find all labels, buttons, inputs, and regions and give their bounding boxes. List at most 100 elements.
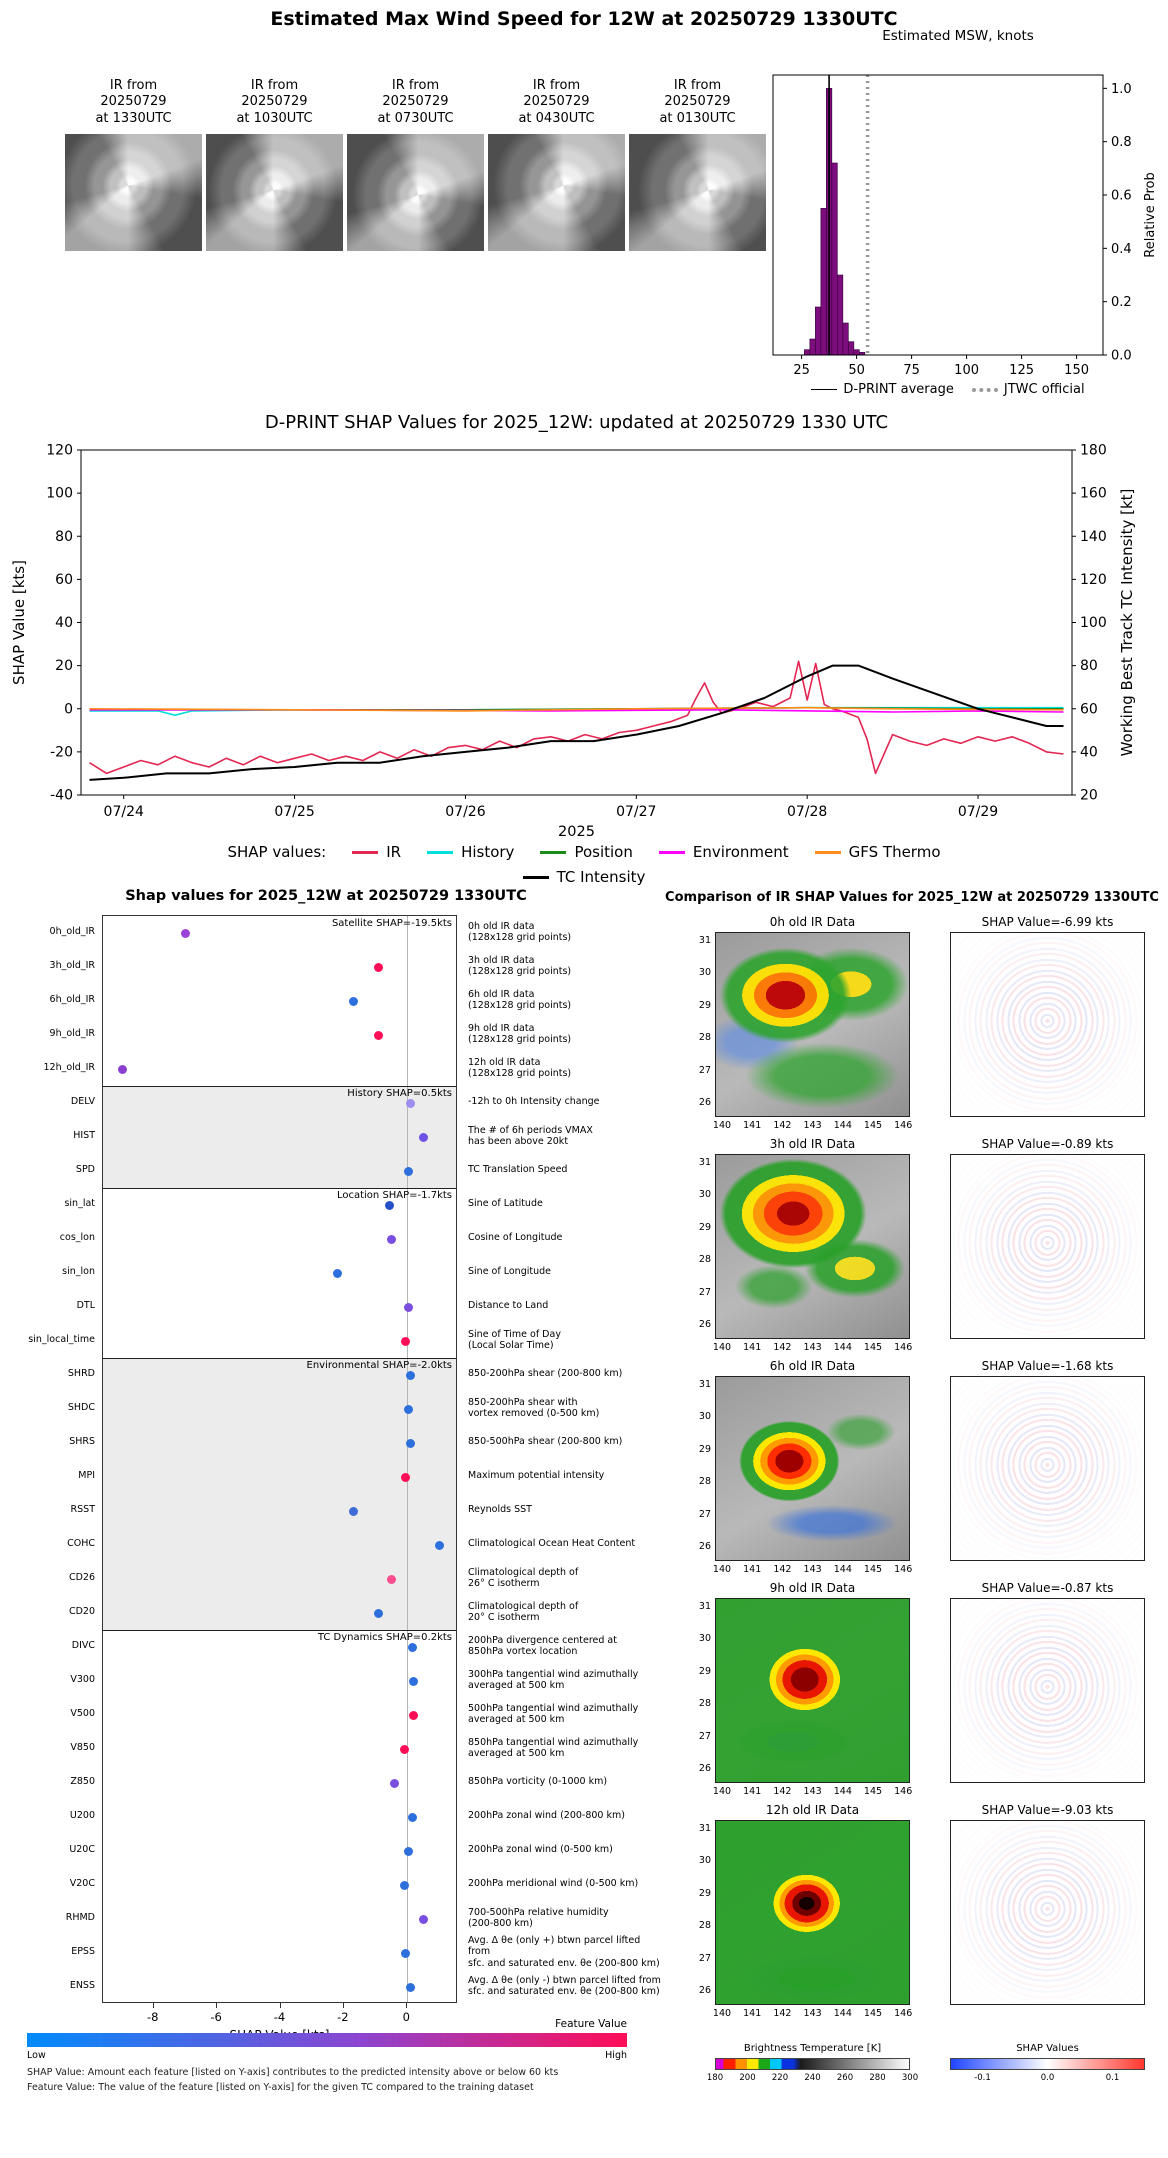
feature-label: SHRD bbox=[67, 1368, 95, 1379]
x-tick-label: 25 bbox=[793, 363, 810, 378]
shap-dot bbox=[401, 1948, 411, 1958]
left-y-tick-label: 100 bbox=[46, 486, 73, 502]
line-swatch bbox=[427, 850, 454, 854]
feature-value-colorbar bbox=[27, 2033, 627, 2047]
ir-thumbnail: IR from 20250729 at 0730UTC bbox=[347, 78, 484, 251]
x-tick-mark bbox=[279, 2003, 281, 2008]
feature-description: 850-200hPa shear (200-800 km) bbox=[468, 1368, 623, 1380]
right-y-tick-label: 20 bbox=[1080, 788, 1098, 804]
feature-description: Avg. Δ θe (only +) btwn parcel lifted fr… bbox=[468, 1934, 660, 1969]
feature-description: 12h old IR data (128x128 grid points) bbox=[468, 1056, 572, 1079]
shap-colorbar-label: SHAP Values bbox=[1016, 2043, 1079, 2054]
x-tick-label: 75 bbox=[903, 363, 920, 378]
left-y-tick-label: -20 bbox=[50, 744, 73, 760]
x-tick-label: 07/27 bbox=[616, 804, 656, 820]
group-header: Satellite SHAP=-19.5kts bbox=[331, 918, 452, 929]
shap-dot bbox=[406, 1370, 415, 1380]
feature-description: 500hPa tangential wind azimuthally avera… bbox=[468, 1702, 639, 1725]
feature-label: V850 bbox=[70, 1742, 95, 1753]
legend-label: Environment bbox=[692, 843, 789, 861]
x-tick-mark bbox=[406, 2003, 408, 2008]
lon-tick-label: 140 bbox=[712, 2008, 732, 2019]
ir-color-image bbox=[715, 1154, 910, 1339]
ir-thumbnail: IR from 20250729 at 0130UTC bbox=[629, 78, 766, 251]
shap-spatial-map bbox=[950, 1376, 1145, 1561]
shap-dot bbox=[386, 1234, 396, 1244]
page-title: Estimated Max Wind Speed for 12W at 2025… bbox=[270, 8, 898, 30]
group-shade bbox=[103, 1358, 456, 1630]
lon-tick-label: 146 bbox=[894, 1120, 913, 1131]
bt-colorbar-tick: 240 bbox=[804, 2073, 821, 2083]
legend-item-jtwc-official: JTWC official bbox=[971, 382, 1085, 397]
zero-gridline bbox=[407, 916, 409, 2002]
lat-tick-label: 28 bbox=[698, 1476, 711, 1488]
histogram-bar bbox=[815, 306, 822, 356]
x-tick-label: 125 bbox=[1009, 363, 1034, 378]
x-tick-label: 50 bbox=[848, 363, 865, 378]
line-swatch bbox=[540, 850, 567, 854]
legend-label: IR bbox=[386, 843, 402, 861]
group-header: TC Dynamics SHAP=0.2kts bbox=[317, 1632, 452, 1643]
right-y-tick-label: 60 bbox=[1080, 701, 1098, 717]
shap-spatial-map bbox=[950, 1154, 1145, 1339]
shap-dot bbox=[407, 1642, 417, 1652]
footnote: Feature Value: The value of the feature … bbox=[27, 2082, 534, 2093]
feature-description: Cosine of Longitude bbox=[468, 1232, 563, 1244]
feature-label: COHC bbox=[67, 1538, 95, 1549]
histogram-bar bbox=[853, 349, 860, 356]
feature-description: Sine of Time of Day (Local Solar Time) bbox=[468, 1328, 561, 1351]
lat-tick-label: 31 bbox=[698, 935, 711, 946]
y-tick-label: 0.4 bbox=[1111, 242, 1132, 257]
group-header: Location SHAP=-1.7kts bbox=[336, 1190, 452, 1201]
lon-tick-label: 144 bbox=[833, 1564, 852, 1575]
shap-spatial-map bbox=[950, 1820, 1145, 2005]
lat-tick-label: 27 bbox=[698, 1064, 711, 1076]
lat-tick-label: 26 bbox=[698, 1985, 711, 1996]
legend-label: JTWC official bbox=[1003, 382, 1085, 397]
line-swatch bbox=[814, 850, 841, 854]
shap-dot bbox=[404, 1404, 414, 1414]
ir-thumbnail: IR from 20250729 at 1330UTC bbox=[65, 78, 202, 251]
y-tick-label: 0.6 bbox=[1111, 189, 1132, 204]
shap-dot bbox=[117, 1064, 127, 1074]
lat-tick-label: 29 bbox=[698, 1665, 711, 1677]
lon-tick-label: 145 bbox=[863, 1120, 883, 1131]
lon-tick-label: 143 bbox=[803, 1120, 822, 1131]
shap-dot bbox=[401, 1472, 411, 1482]
ir-satellite-image bbox=[488, 133, 625, 251]
histogram-ylabel: Relative Prob bbox=[1143, 172, 1158, 257]
x-tick-label: -4 bbox=[273, 2010, 286, 2024]
footnote: SHAP Value: Amount each feature [listed … bbox=[27, 2067, 559, 2078]
shap-dot bbox=[404, 1846, 414, 1856]
lon-tick-label: 144 bbox=[833, 1786, 852, 1797]
feature-label: ENSS bbox=[69, 1980, 95, 1991]
feature-label: DIVC bbox=[71, 1640, 95, 1651]
ir-color-image bbox=[715, 1598, 910, 1783]
histogram-bar bbox=[820, 208, 827, 356]
ir-shap-comparison: 0h old IR Data SHAP Value=-6.99 kts 31 30 29… bbox=[0, 915, 1168, 2158]
feature-description: 200hPa zonal wind (0-500 km) bbox=[468, 1844, 613, 1856]
lat-tick-label: 27 bbox=[698, 1730, 711, 1742]
y-tick-label: 0.2 bbox=[1111, 295, 1132, 310]
lon-tick-label: 140 bbox=[712, 1120, 732, 1131]
x-axis-label: 2025 bbox=[558, 824, 595, 840]
line-swatch bbox=[352, 850, 379, 854]
feature-label: U20C bbox=[69, 1844, 95, 1855]
shap-value-title: SHAP Value=-0.87 kts bbox=[981, 1581, 1114, 1595]
feature-label: SHDC bbox=[67, 1402, 95, 1413]
ir-thumbnail: IR from 20250729 at 0430UTC bbox=[488, 78, 625, 251]
feature-label: sin_lat bbox=[64, 1198, 95, 1209]
shap-dot bbox=[374, 1608, 384, 1618]
lon-tick-label: 145 bbox=[863, 1564, 883, 1575]
lon-tick-label: 146 bbox=[894, 1342, 913, 1353]
bt-colorbar-tick: 300 bbox=[901, 2073, 919, 2083]
shap-dot bbox=[385, 1200, 395, 1210]
feature-description: Reynolds SST bbox=[468, 1504, 532, 1516]
ir-thumbnail-caption: IR from 20250729 at 0730UTC bbox=[377, 78, 454, 126]
shap-dot bbox=[399, 1744, 409, 1754]
left-y-tick-label: 60 bbox=[55, 572, 73, 588]
ir-color-image bbox=[715, 932, 910, 1117]
ir-color-image bbox=[715, 1376, 910, 1561]
left-y-tick-label: 20 bbox=[55, 658, 73, 674]
